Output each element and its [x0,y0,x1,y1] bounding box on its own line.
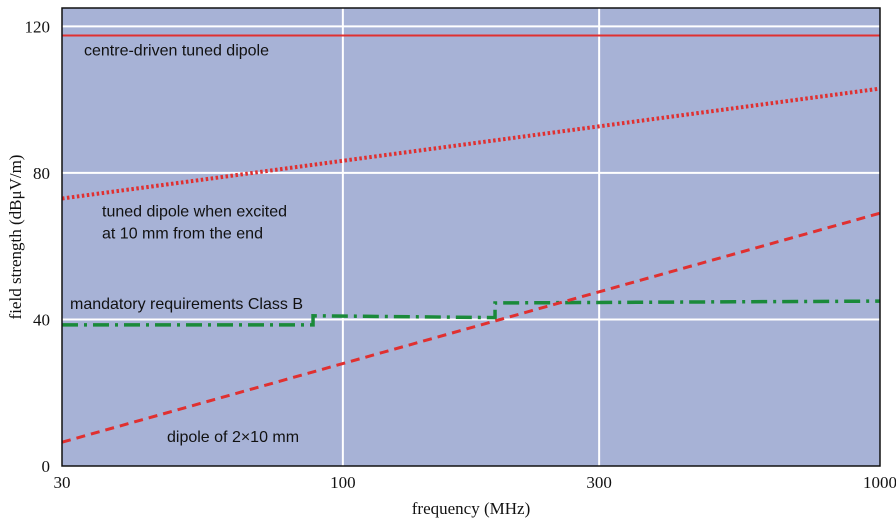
y-tick-labels: 0 40 80 120 [25,17,51,476]
annotation-line: mandatory requirements Class B [70,296,303,313]
annotations: centre-driven tuned dipole tuned dipole w… [70,42,303,446]
annotation-line: tuned dipole when excited [102,204,287,221]
annotation-line: dipole of 2×10 mm [167,429,299,446]
y-tick-label: 40 [33,310,50,329]
x-tick-labels: 30 100 300 1000 [54,473,896,492]
y-tick-label: 80 [33,164,50,183]
series-line [62,299,881,327]
series-line [61,211,881,444]
annotation-label: tuned dipole when excited at 10 mm from t… [102,204,287,243]
annotation-label: mandatory requirements Class B [70,296,303,313]
grid-lines [62,8,880,466]
y-axis-label: field strength (dBμV/m) [6,155,25,320]
plot-frame [61,7,881,467]
plot-background [62,8,880,466]
annotation-line: at 10 mm from the end [102,226,263,243]
x-tick-label: 30 [54,473,71,492]
x-tick-label: 1000 [863,473,896,492]
annotation-label: centre-driven tuned dipole [84,42,269,59]
x-tick-label: 300 [586,473,612,492]
y-tick-label: 0 [42,457,51,476]
annotation-line: centre-driven tuned dipole [84,42,269,59]
y-tick-label: 120 [25,17,51,36]
series-group [61,34,881,444]
x-axis-label: frequency (MHz) [412,499,530,518]
annotation-label: dipole of 2×10 mm [167,429,299,446]
x-tick-label: 100 [330,473,356,492]
